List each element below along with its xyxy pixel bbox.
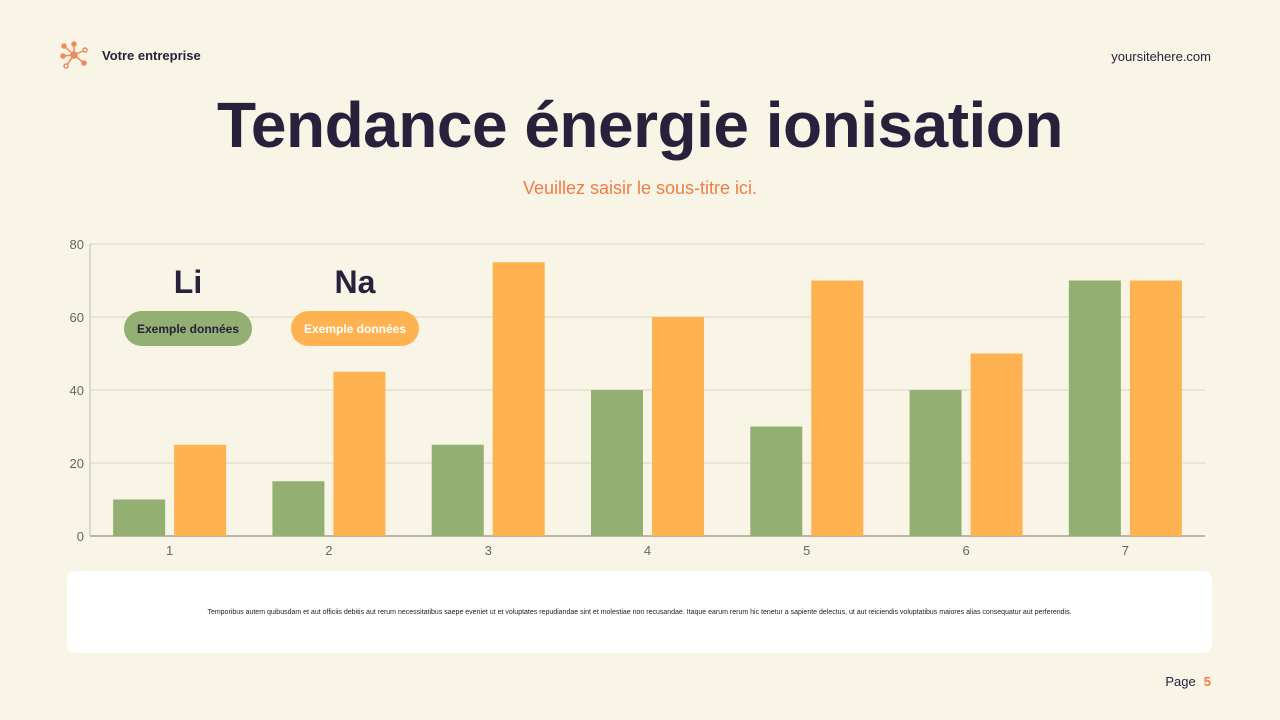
y-tick-label: 80	[70, 237, 84, 252]
x-tick-label: 7	[1122, 543, 1129, 558]
bar-na-7	[1129, 280, 1182, 536]
x-tick-label: 4	[644, 543, 651, 558]
network-icon	[60, 41, 88, 69]
legend-badge-label: Exemple données	[304, 322, 406, 336]
page-title: Tendance énergie ionisation	[217, 89, 1063, 161]
x-tick-label: 5	[803, 543, 810, 558]
note-box: Temporibus autem quibusdam et aut offici…	[67, 571, 1212, 653]
y-tick-label: 40	[70, 383, 84, 398]
legend-badge-label: Exemple données	[137, 322, 239, 336]
site-url[interactable]: yoursitehere.com	[1111, 49, 1211, 64]
bar-li-2	[272, 481, 325, 536]
y-tick-label: 20	[70, 456, 84, 471]
bar-li-6	[909, 390, 962, 536]
page-number: 5	[1203, 674, 1211, 689]
bar-li-1	[113, 499, 166, 536]
page-indicator: Page 5	[1165, 674, 1211, 689]
bar-li-7	[1068, 280, 1121, 536]
legend-badge	[124, 311, 252, 346]
note-text: Temporibus autem quibusdam et aut offici…	[207, 608, 1072, 616]
y-tick-label: 0	[77, 529, 84, 544]
company-name: Votre entreprise	[102, 47, 201, 63]
x-tick-label: 6	[962, 543, 969, 558]
legend-name: Na	[335, 264, 376, 300]
y-tick-label: 60	[70, 310, 84, 325]
brand: Votre entreprise	[60, 41, 201, 69]
bar-li-5	[750, 426, 803, 536]
bar-na-2	[333, 371, 386, 536]
x-tick-label: 3	[485, 543, 492, 558]
bar-na-4	[652, 317, 704, 536]
bar-li-4	[591, 390, 643, 536]
bar-na-3	[492, 262, 545, 536]
bar-na-1	[174, 444, 227, 536]
bar-na-5	[811, 280, 864, 536]
bar-na-6	[970, 353, 1023, 536]
x-tick-label: 1	[166, 543, 173, 558]
bar-li-3	[431, 444, 484, 536]
legend-badge	[291, 311, 419, 346]
subtitle: Veuillez saisir le sous-titre ici.	[522, 178, 758, 198]
x-tick-label: 2	[325, 543, 332, 558]
legend-name: Li	[174, 264, 202, 300]
page-label: Page	[1165, 674, 1196, 689]
